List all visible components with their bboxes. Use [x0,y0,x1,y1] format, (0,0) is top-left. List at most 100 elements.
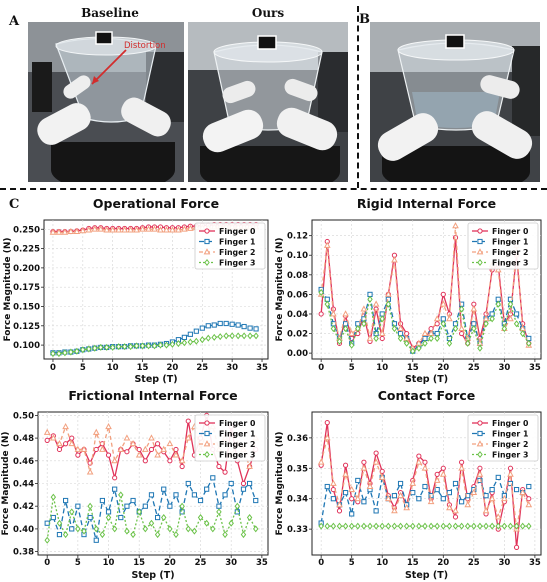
y-tick-label: 0.34 [287,495,308,505]
panel-label-b: B [359,12,370,27]
data-point [470,305,478,312]
data-point [179,502,185,510]
x-tick-label: 20 [437,363,449,373]
data-point [63,497,69,504]
data-point [67,227,75,234]
data-point [98,343,104,351]
data-point [136,508,142,516]
photo-title-ours: Ours [251,6,285,20]
photo-b-illustration [370,22,540,182]
data-point [361,459,367,465]
data-point [62,349,68,357]
data-point [148,519,155,527]
data-point [324,420,330,426]
data-point [103,226,111,233]
data-point [378,329,386,336]
data-point [452,522,459,530]
data-point [318,288,324,296]
data-point [246,462,253,469]
data-point [422,459,428,465]
data-point [330,522,337,530]
data-point [145,225,152,232]
data-point [163,341,170,349]
data-point [384,290,392,297]
data-point [99,531,106,539]
chart-title: Rigid Internal Force [357,196,496,211]
data-point [44,536,50,544]
x-axis-label: Step (T) [405,374,448,385]
data-point [163,226,170,233]
y-axis-label: Force Magnitude (N) [275,431,285,535]
data-point [49,434,57,441]
y-tick-label: 0.125 [13,322,40,332]
data-point [211,333,217,341]
data-point [513,320,520,328]
legend-entry: Finger 3 [219,259,255,268]
legend-box [194,222,266,270]
data-point [205,334,212,342]
x-tick-label: 30 [226,363,238,373]
data-point [93,537,99,543]
x-tick-label: 10 [107,363,119,373]
legend-entry: Finger 0 [492,227,529,236]
legend-entry: Finger 2 [219,440,255,449]
legend-marker [477,258,483,267]
data-point [86,345,92,353]
data-point [73,227,81,234]
data-point [61,228,69,235]
data-point [68,440,76,447]
data-point [124,527,130,535]
data-point [62,423,69,430]
data-point [154,451,161,458]
data-point [222,531,228,539]
data-point [349,511,355,517]
data-point [355,325,361,333]
legend-entry: Finger 3 [492,259,528,268]
y-tick-label: 0.10 [287,251,308,261]
data-point [205,323,211,329]
data-point [69,435,75,441]
data-point [133,342,140,350]
data-point [330,310,337,317]
data-point [151,225,158,232]
data-point [217,333,223,341]
data-point [489,522,495,530]
data-point [193,337,200,345]
legend-marker [204,420,210,426]
panel-divider-vertical [357,6,359,188]
data-point [507,522,514,530]
data-point [367,522,373,530]
data-point [384,494,392,502]
data-point [372,300,380,307]
data-point [99,497,106,504]
data-point [99,445,106,452]
data-point [145,342,152,350]
data-point [349,496,355,502]
legend-marker [477,238,483,245]
data-point [495,300,501,308]
x-tick-label: 0 [50,363,56,373]
legend-marker [204,430,210,437]
data-point [118,491,124,499]
data-point [513,311,520,317]
data-point [342,522,349,530]
data-point [241,332,247,340]
photo-ours [188,22,348,182]
data-point [355,522,361,530]
data-point [494,513,502,520]
data-point [103,343,110,351]
y-tick-label: 0.04 [287,310,308,320]
data-point [416,453,422,459]
x-tick-label: 15 [407,363,419,373]
data-point [440,496,446,502]
data-point [507,300,514,308]
data-point [403,504,410,511]
data-point [439,300,447,307]
data-point [428,493,434,499]
data-point [68,508,75,516]
data-point [130,531,136,539]
x-tick-label: 30 [225,558,237,568]
data-point [440,522,447,530]
